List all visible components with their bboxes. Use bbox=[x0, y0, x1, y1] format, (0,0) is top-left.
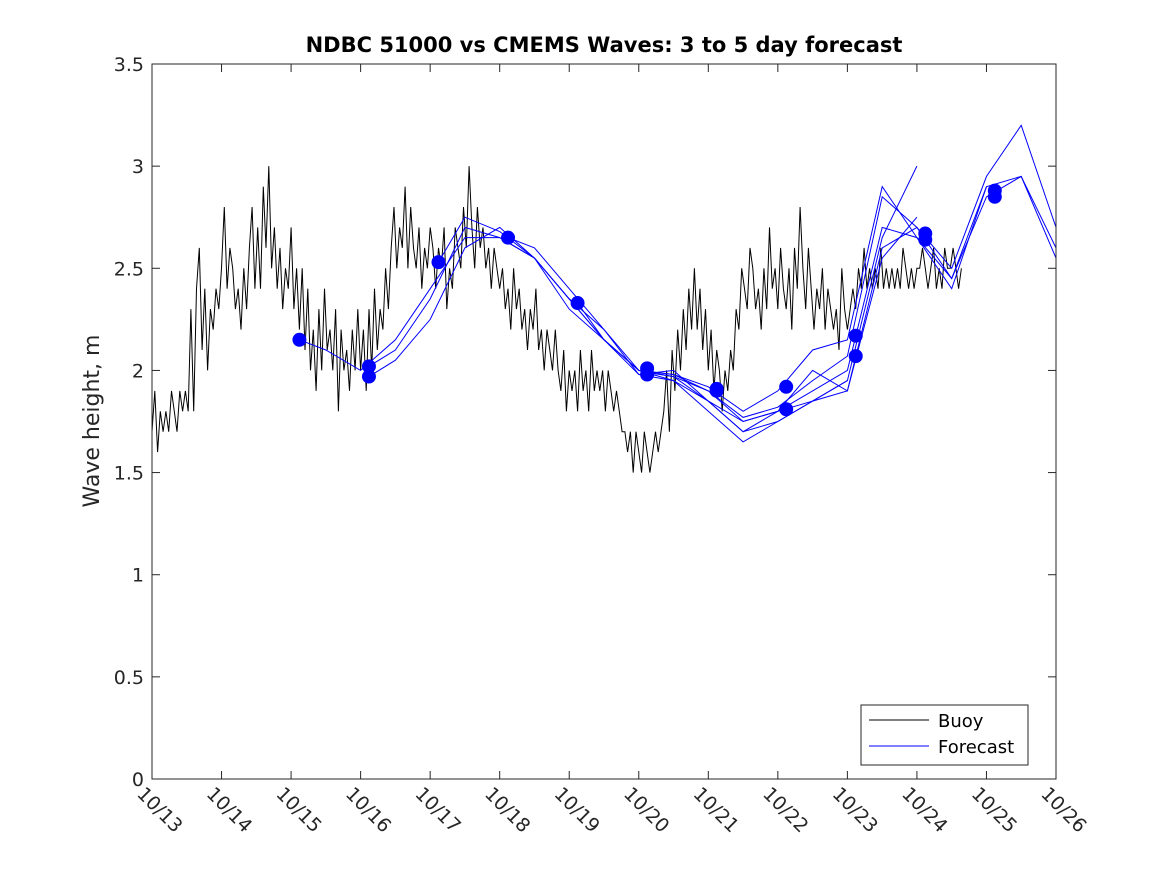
x-tick-label: 10/18 bbox=[480, 783, 534, 837]
x-tick-label: 10/24 bbox=[897, 783, 951, 837]
forecast-marker bbox=[640, 367, 655, 382]
y-tick-label: 3.5 bbox=[114, 54, 144, 76]
chart-title: NDBC 51000 vs CMEMS Waves: 3 to 5 day fo… bbox=[306, 33, 903, 57]
forecast-marker bbox=[709, 383, 724, 398]
x-tick-label: 10/20 bbox=[619, 783, 673, 837]
forecast-line-4 bbox=[438, 186, 987, 433]
x-tick-label: 10/25 bbox=[967, 783, 1021, 837]
forecast-marker bbox=[361, 369, 376, 384]
legend-forecast-label: Forecast bbox=[938, 737, 1014, 758]
forecast-marker bbox=[779, 402, 794, 417]
forecast-marker bbox=[848, 328, 863, 343]
x-tick-label: 10/14 bbox=[202, 783, 256, 837]
x-tick-label: 10/17 bbox=[411, 783, 465, 837]
forecast-marker bbox=[848, 349, 863, 364]
forecast-marker bbox=[987, 189, 1002, 204]
legend: Buoy Forecast bbox=[860, 704, 1029, 766]
x-tick-label: 10/15 bbox=[272, 783, 326, 837]
forecast-line-7 bbox=[647, 124, 1057, 418]
forecast-marker bbox=[431, 255, 446, 270]
x-tick-label: 10/19 bbox=[550, 783, 604, 837]
legend-buoy-label: Buoy bbox=[938, 711, 984, 732]
forecast-marker bbox=[779, 379, 794, 394]
x-tick-label: 10/13 bbox=[132, 783, 186, 837]
forecast-marker bbox=[570, 296, 585, 311]
x-tick-label: 10/22 bbox=[758, 783, 812, 837]
y-tick-label: 3 bbox=[132, 156, 144, 178]
y-tick-label: 1.5 bbox=[114, 463, 144, 485]
y-tick-label: 0 bbox=[132, 769, 144, 791]
forecast-markers bbox=[292, 183, 1002, 417]
buoy-series bbox=[151, 166, 962, 473]
forecast-series bbox=[299, 124, 1057, 443]
y-tick-label: 0.5 bbox=[114, 667, 144, 689]
x-tick-label: 10/16 bbox=[341, 783, 395, 837]
y-tick-label: 2.5 bbox=[114, 258, 144, 280]
plot-frame bbox=[151, 63, 1057, 780]
y-axis-label: Wave height, m bbox=[80, 335, 105, 508]
buoy-line bbox=[151, 166, 962, 473]
forecast-line-5 bbox=[507, 175, 1057, 423]
x-tick-label: 10/21 bbox=[689, 783, 743, 837]
forecast-marker bbox=[501, 230, 516, 245]
x-tick-label: 10/26 bbox=[1036, 783, 1090, 837]
legend-box bbox=[860, 704, 1029, 766]
y-tick-label: 1 bbox=[132, 565, 144, 587]
y-tick-label: 2 bbox=[132, 360, 144, 382]
forecast-marker bbox=[292, 332, 307, 347]
x-tick-label: 10/23 bbox=[828, 783, 882, 837]
forecast-marker bbox=[918, 232, 933, 247]
plot-area bbox=[152, 64, 1056, 779]
